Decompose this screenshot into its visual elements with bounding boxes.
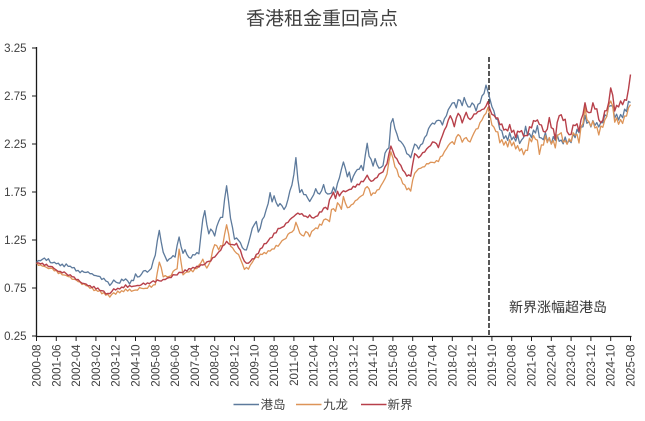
svg-text:2006-06: 2006-06 [170, 345, 182, 387]
svg-text:2009-10: 2009-10 [249, 345, 261, 387]
svg-text:2018-02: 2018-02 [447, 345, 459, 387]
svg-text:0.75: 0.75 [4, 283, 26, 295]
svg-text:2021-06: 2021-06 [527, 345, 539, 387]
svg-text:2023-02: 2023-02 [566, 345, 578, 387]
svg-text:2012-04: 2012-04 [309, 344, 321, 387]
svg-text:2014-10: 2014-10 [368, 345, 380, 387]
svg-text:2023-12: 2023-12 [586, 345, 598, 387]
svg-text:2002-04: 2002-04 [71, 344, 83, 387]
svg-text:2013-02: 2013-02 [329, 345, 341, 387]
svg-text:3.25: 3.25 [4, 43, 26, 55]
svg-text:2024-10: 2024-10 [606, 345, 618, 387]
svg-text:2016-06: 2016-06 [408, 345, 420, 387]
svg-text:2017-04: 2017-04 [428, 344, 440, 387]
svg-text:2020-08: 2020-08 [507, 345, 519, 387]
svg-text:2018-12: 2018-12 [467, 345, 479, 387]
svg-text:2000-08: 2000-08 [32, 345, 44, 387]
svg-text:2025-08: 2025-08 [626, 345, 638, 387]
svg-text:2003-02: 2003-02 [91, 345, 103, 387]
svg-text:2.75: 2.75 [4, 91, 26, 103]
svg-text:2001-06: 2001-06 [51, 345, 63, 387]
svg-text:1.75: 1.75 [4, 187, 26, 199]
svg-text:2011-06: 2011-06 [289, 345, 301, 386]
svg-text:2007-04: 2007-04 [190, 344, 202, 387]
svg-text:2008-12: 2008-12 [230, 345, 242, 387]
svg-text:2013-12: 2013-12 [348, 345, 360, 387]
svg-text:0.25: 0.25 [4, 331, 26, 343]
svg-text:2005-08: 2005-08 [150, 345, 162, 387]
svg-text:1.25: 1.25 [4, 235, 26, 247]
svg-text:2015-08: 2015-08 [388, 345, 400, 387]
svg-text:2010-08: 2010-08 [269, 345, 281, 387]
svg-text:2003-12: 2003-12 [111, 345, 123, 387]
svg-text:2022-04: 2022-04 [546, 344, 558, 387]
svg-text:2.25: 2.25 [4, 139, 26, 151]
svg-text:2008-02: 2008-02 [210, 345, 222, 387]
svg-text:2004-10: 2004-10 [131, 345, 143, 387]
svg-text:2019-10: 2019-10 [487, 345, 499, 387]
